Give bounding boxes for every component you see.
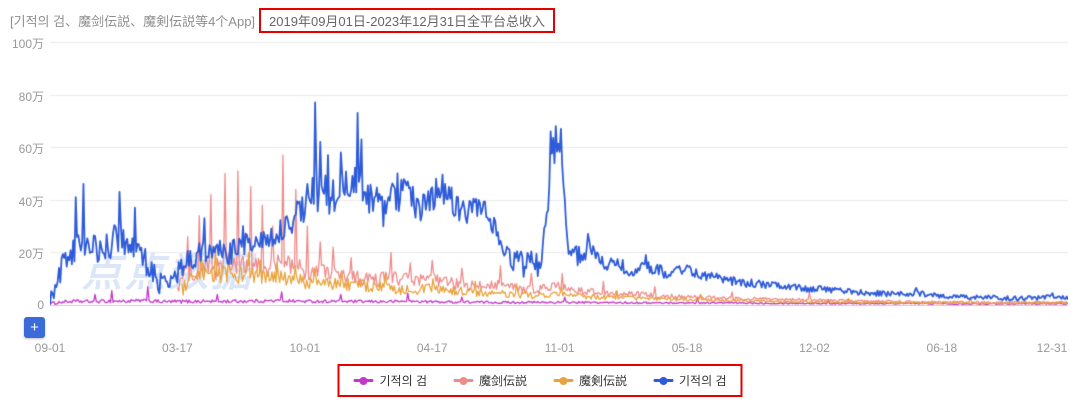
legend-item[interactable]: 魔剣伝説 — [553, 372, 627, 389]
legend-line-icon — [553, 376, 573, 386]
legend-line-icon — [653, 376, 674, 386]
legend-item-label: 기적의 검 — [379, 374, 427, 388]
x-axis-tick-label: 04-17 — [416, 341, 448, 355]
legend-item[interactable]: 기적의 검 — [653, 372, 727, 389]
chart-header: [기적의 검、魔剑伝説、魔剣伝説等4个App] 2019年09月01日-2023… — [10, 8, 556, 33]
legend-item[interactable]: 기적의 검 — [353, 372, 427, 389]
legend-item-label: 魔剣伝説 — [579, 374, 628, 388]
date-range-annotation: 2019年09月01日-2023年12月31日全平台总收入 — [259, 8, 556, 33]
x-axis-tick-label: 11-01 — [544, 341, 575, 355]
x-axis-tick-label: 03-17 — [162, 341, 193, 355]
chart-title-prefix: [기적의 검、魔剑伝説、魔剣伝説等4个App] — [10, 14, 256, 29]
y-axis-tick-label: 60万 — [18, 142, 44, 157]
y-axis-tick-label: 0 — [37, 298, 44, 312]
legend-item-label: 魔剑伝説 — [478, 374, 527, 388]
y-axis-tick-label: 20万 — [18, 247, 44, 262]
x-axis-tick-label: 05-18 — [671, 341, 703, 355]
legend-line-icon — [353, 376, 374, 386]
y-axis-tick-label: 80万 — [18, 89, 44, 104]
legend-items: 기적의 검 魔剑伝説 魔剣伝説 기적의 검 — [353, 372, 727, 389]
date-range-text: 2019年09月01日-2023年12月31日全平台总收入 — [269, 14, 546, 29]
legend-item-label: 기적의 검 — [679, 374, 727, 388]
x-axis-tick-label: 12-02 — [799, 341, 830, 355]
y-axis-tick-label: 100万 — [11, 37, 44, 51]
x-axis-tick-label: 12-31 — [1036, 341, 1068, 355]
legend: 기적의 검 魔剑伝説 魔剣伝説 기적의 검 — [337, 364, 743, 397]
legend-line-icon — [452, 376, 473, 386]
x-axis-tick-label: 10-01 — [289, 341, 321, 355]
legend-item[interactable]: 魔剑伝説 — [452, 372, 527, 389]
x-axis-tick-label: 06-18 — [926, 341, 958, 355]
zoom-reset-button[interactable]: + — [24, 317, 45, 338]
y-axis-tick-label: 40万 — [18, 194, 44, 209]
x-axis-tick-label: 09-01 — [34, 341, 66, 355]
chart-canvas[interactable] — [50, 40, 1068, 312]
